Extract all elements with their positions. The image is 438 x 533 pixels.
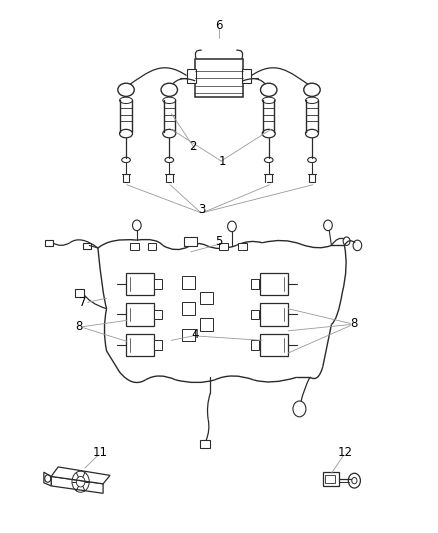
Ellipse shape [118,83,134,96]
Bar [260,334,288,356]
Bar [75,289,84,297]
Ellipse shape [304,83,320,96]
Bar [182,302,195,315]
Bar [238,243,247,249]
Ellipse shape [305,130,318,138]
Bar [195,59,243,96]
Bar [182,276,195,289]
Text: 7: 7 [79,296,87,309]
Text: 6: 6 [215,20,223,33]
Bar [251,279,259,289]
Polygon shape [44,472,51,486]
Bar [154,310,162,319]
Text: 1: 1 [219,155,226,167]
Ellipse shape [120,130,133,138]
Text: 4: 4 [191,327,199,341]
Text: 12: 12 [338,446,353,459]
Text: 5: 5 [215,235,223,248]
Bar [200,292,212,304]
Polygon shape [51,477,103,494]
Bar [323,472,339,487]
Bar [154,279,162,289]
Bar [184,237,198,246]
Bar [126,334,154,356]
Bar [260,273,288,295]
Bar [83,243,91,249]
Ellipse shape [262,130,275,138]
Bar [126,273,154,295]
Bar [148,243,156,249]
Bar [200,440,210,448]
Bar [251,341,259,350]
Text: 8: 8 [75,320,82,333]
Bar [154,341,162,350]
Bar [242,69,251,84]
Text: 11: 11 [92,446,108,459]
Bar [126,303,154,326]
Ellipse shape [161,83,177,96]
Bar [219,243,228,249]
Bar [251,310,259,319]
Bar [182,329,195,342]
Text: 3: 3 [198,203,205,216]
Bar [187,69,196,84]
Polygon shape [51,467,110,484]
Bar [325,475,335,483]
Ellipse shape [163,130,176,138]
Bar [131,243,139,249]
Text: 8: 8 [350,317,357,330]
Bar [45,240,53,246]
Bar [200,318,212,331]
Bar [260,303,288,326]
Ellipse shape [261,83,277,96]
Text: 2: 2 [189,140,197,153]
